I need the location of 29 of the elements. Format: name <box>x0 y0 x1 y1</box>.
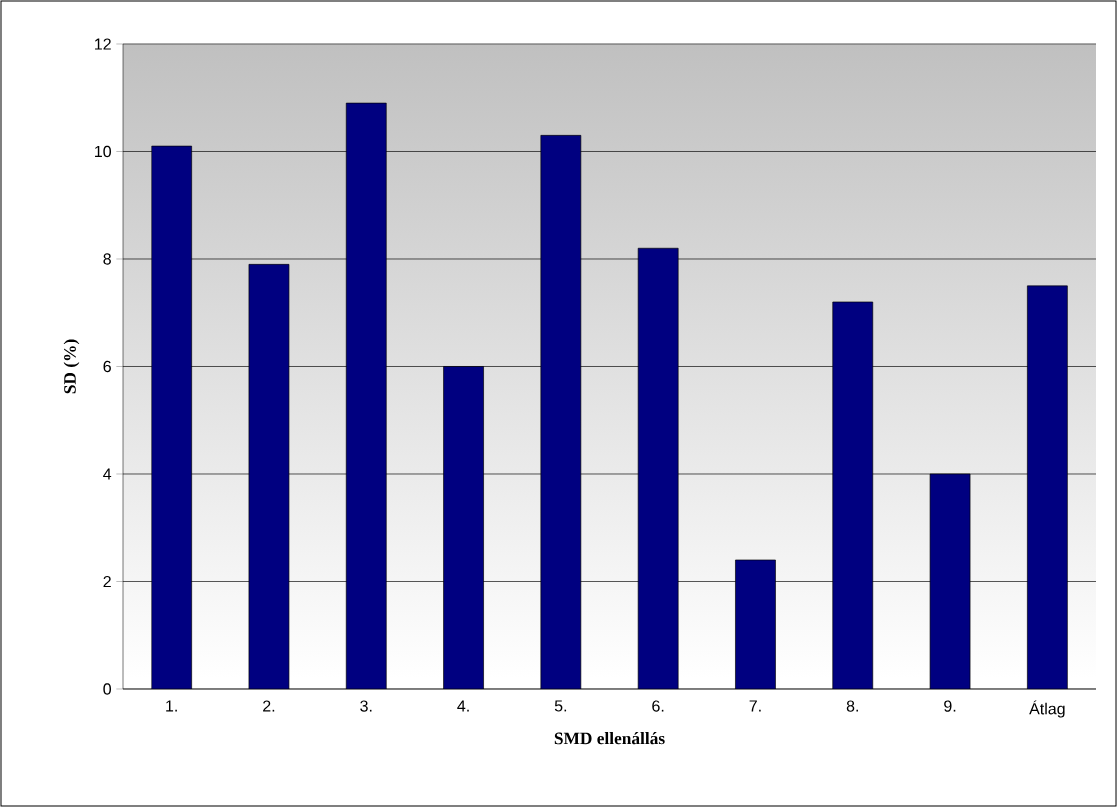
x-axis-title: SMD ellenállás <box>554 732 665 745</box>
bar <box>929 473 971 689</box>
y-tick-label: 6 <box>103 360 111 373</box>
x-tick-label: 4. <box>457 700 469 712</box>
bar <box>540 135 582 689</box>
y-axis-title: SD (%) <box>63 339 80 394</box>
x-tick-label: 9. <box>944 700 956 712</box>
bar <box>1027 285 1068 689</box>
bar <box>345 102 387 689</box>
y-tick-label: 10 <box>95 145 111 158</box>
bar <box>151 145 192 689</box>
y-tick-label: 0 <box>103 683 112 695</box>
y-tick-label: 12 <box>95 38 111 50</box>
y-tick-label: 2 <box>103 575 111 588</box>
bar <box>735 559 776 689</box>
x-tick-label: 8. <box>846 700 858 712</box>
x-tick-label: 6. <box>652 700 664 712</box>
x-tick-label: 1. <box>166 700 177 712</box>
x-tick-label: 3. <box>360 700 372 712</box>
x-tick-label: 5. <box>554 700 567 712</box>
x-tick-label: 2. <box>263 700 275 712</box>
y-tick-label: 4 <box>103 468 112 480</box>
x-tick-label: Átlag <box>1029 700 1065 718</box>
bar <box>443 366 484 689</box>
bar <box>832 301 874 689</box>
y-tick-label: 8 <box>103 253 111 265</box>
bar <box>248 264 290 689</box>
x-tick-label: 7. <box>749 700 761 712</box>
bar <box>637 247 679 689</box>
